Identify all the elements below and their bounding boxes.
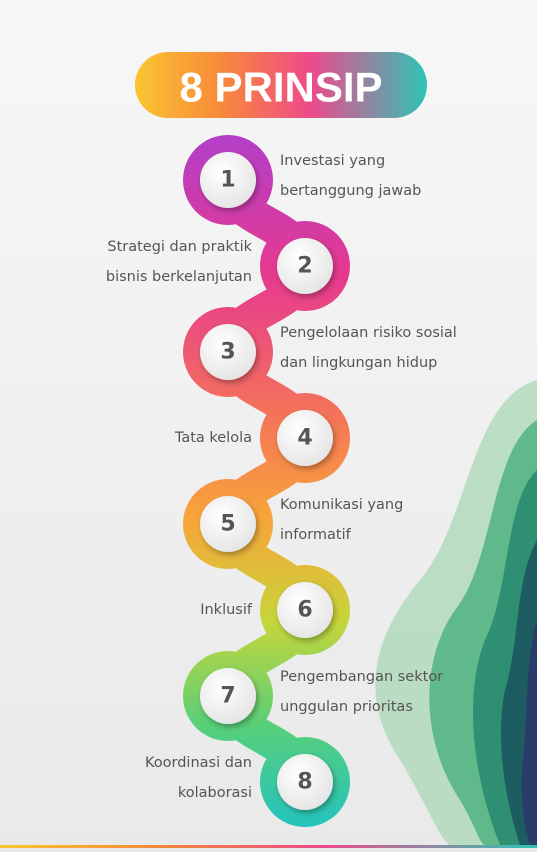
bottom-line <box>0 845 537 848</box>
number: 6 <box>297 598 312 623</box>
label: bertanggung jawab <box>280 183 421 199</box>
label: Pengelolaan risiko sosial <box>280 325 457 341</box>
infographic: 8 PRINSIP 1 Investasi yang bertanggung jaw… <box>0 0 537 852</box>
label: unggulan prioritas <box>280 699 413 715</box>
title: 8 PRINSIP <box>179 64 382 111</box>
label: Koordinasi dan <box>145 755 252 771</box>
number: 7 <box>220 684 235 709</box>
label: dan lingkungan hidup <box>280 355 437 371</box>
number: 5 <box>220 512 235 537</box>
number: 4 <box>297 426 312 451</box>
label: informatif <box>280 527 352 543</box>
number: 3 <box>220 340 235 365</box>
label: Tata kelola <box>174 430 252 446</box>
label: Inklusif <box>200 602 253 618</box>
number: 1 <box>220 168 235 193</box>
number: 2 <box>297 254 312 279</box>
label: bisnis berkelanjutan <box>106 269 252 285</box>
label: Komunikasi yang <box>280 497 403 513</box>
label: Strategi dan praktik <box>107 239 252 255</box>
number: 8 <box>297 770 312 795</box>
label: Pengembangan sektor <box>280 669 443 685</box>
page: 8 PRINSIP 1 Investasi yang bertanggung jaw… <box>0 0 537 852</box>
label: Investasi yang <box>280 153 385 169</box>
label: kolaborasi <box>178 785 252 801</box>
